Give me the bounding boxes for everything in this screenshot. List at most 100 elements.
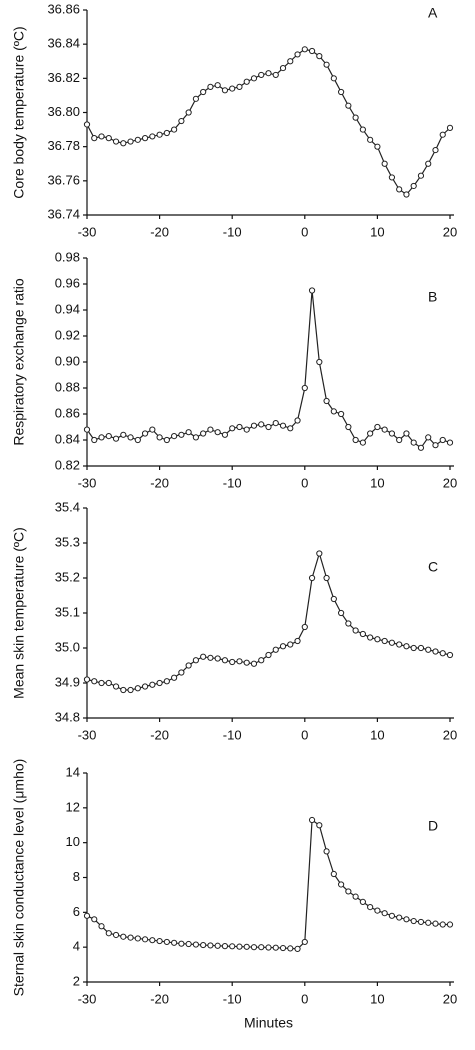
data-point xyxy=(243,943,250,950)
data-point xyxy=(403,430,410,437)
y-tick-label: 0.96 xyxy=(55,275,80,290)
data-point xyxy=(381,426,388,433)
data-point xyxy=(417,444,425,451)
data-point xyxy=(178,117,185,125)
data-point xyxy=(214,655,221,662)
data-line xyxy=(86,551,451,691)
data-point xyxy=(112,931,120,939)
data-point xyxy=(272,71,279,79)
data-point xyxy=(163,938,170,946)
y-tick-label: 35.4 xyxy=(55,499,80,514)
data-point xyxy=(178,669,185,676)
data-point xyxy=(192,657,199,664)
data-point xyxy=(301,938,308,946)
y-axis-label: Mean skin temperature (ºC) xyxy=(11,527,27,699)
data-point xyxy=(381,637,388,645)
data-point xyxy=(308,816,316,824)
data-point xyxy=(258,71,265,79)
data-point xyxy=(141,936,149,943)
data-point xyxy=(163,678,170,685)
data-point xyxy=(134,685,141,692)
data-point xyxy=(149,681,156,688)
y-tick-label: 0.92 xyxy=(55,327,80,342)
y-tick-label: 35.2 xyxy=(55,569,80,584)
x-tick-label: -10 xyxy=(223,727,242,742)
data-point xyxy=(207,942,214,949)
data-point xyxy=(396,186,403,193)
data-point xyxy=(425,646,432,653)
data-point xyxy=(338,609,345,617)
data-point xyxy=(221,943,229,950)
data-point xyxy=(134,436,141,444)
data-point xyxy=(265,651,272,659)
data-point xyxy=(403,643,410,650)
data-point xyxy=(141,135,149,142)
data-line xyxy=(86,818,450,950)
data-point xyxy=(432,146,439,154)
y-tick-label: 35.0 xyxy=(55,639,80,654)
y-tick-label: 6 xyxy=(73,904,80,919)
data-point xyxy=(345,620,352,627)
data-point xyxy=(279,64,287,72)
data-point xyxy=(185,940,192,948)
y-axis-label: Respiratory exchange ratio xyxy=(11,278,27,446)
data-point xyxy=(149,426,156,433)
data-point xyxy=(120,140,127,147)
data-point xyxy=(287,641,294,648)
y-tick-label: 36.76 xyxy=(47,172,80,187)
data-point xyxy=(287,425,294,432)
data-point xyxy=(316,358,323,366)
data-point xyxy=(192,95,199,102)
data-point xyxy=(403,191,410,198)
data-point xyxy=(308,287,316,294)
data-point xyxy=(330,408,337,415)
x-tick-label: 0 xyxy=(301,991,308,1006)
data-point xyxy=(287,945,294,952)
panel-label: C xyxy=(428,559,438,575)
data-point xyxy=(367,136,374,143)
x-tick-label: -30 xyxy=(78,224,97,239)
data-point xyxy=(171,126,178,133)
data-point xyxy=(359,126,366,133)
data-point xyxy=(243,78,250,85)
x-tick-label: -10 xyxy=(223,991,242,1006)
data-point xyxy=(105,135,112,142)
y-tick-label: 0.84 xyxy=(55,431,80,446)
data-point xyxy=(403,916,410,923)
data-point xyxy=(417,172,425,179)
data-point xyxy=(294,417,301,424)
data-point xyxy=(410,439,417,446)
data-point xyxy=(345,888,352,895)
data-point xyxy=(352,436,359,444)
data-point xyxy=(214,82,221,89)
data-point xyxy=(425,160,432,167)
data-point xyxy=(396,914,403,921)
data-point xyxy=(221,87,229,94)
data-point xyxy=(374,636,381,643)
data-point xyxy=(229,658,236,666)
y-tick-label: 36.84 xyxy=(47,36,80,51)
data-point xyxy=(156,434,163,441)
data-point xyxy=(207,83,214,90)
panel-label: A xyxy=(428,5,438,21)
data-point xyxy=(185,429,192,436)
data-point xyxy=(446,921,454,928)
data-point xyxy=(374,907,381,914)
x-tick-label: 20 xyxy=(443,224,457,239)
data-point xyxy=(352,893,359,900)
data-point xyxy=(417,644,425,652)
data-point xyxy=(330,870,337,878)
y-tick-label: 36.82 xyxy=(47,70,80,85)
data-point xyxy=(272,944,279,951)
y-tick-label: 36.74 xyxy=(47,206,80,221)
x-tick-label: -30 xyxy=(78,991,97,1006)
x-tick-label: 0 xyxy=(301,727,308,742)
data-point xyxy=(250,660,258,667)
data-point xyxy=(250,422,258,429)
data-point xyxy=(120,686,127,694)
data-point xyxy=(156,679,163,687)
data-point xyxy=(439,436,446,444)
data-point xyxy=(192,941,199,948)
data-point xyxy=(229,943,236,950)
data-point xyxy=(345,423,352,431)
